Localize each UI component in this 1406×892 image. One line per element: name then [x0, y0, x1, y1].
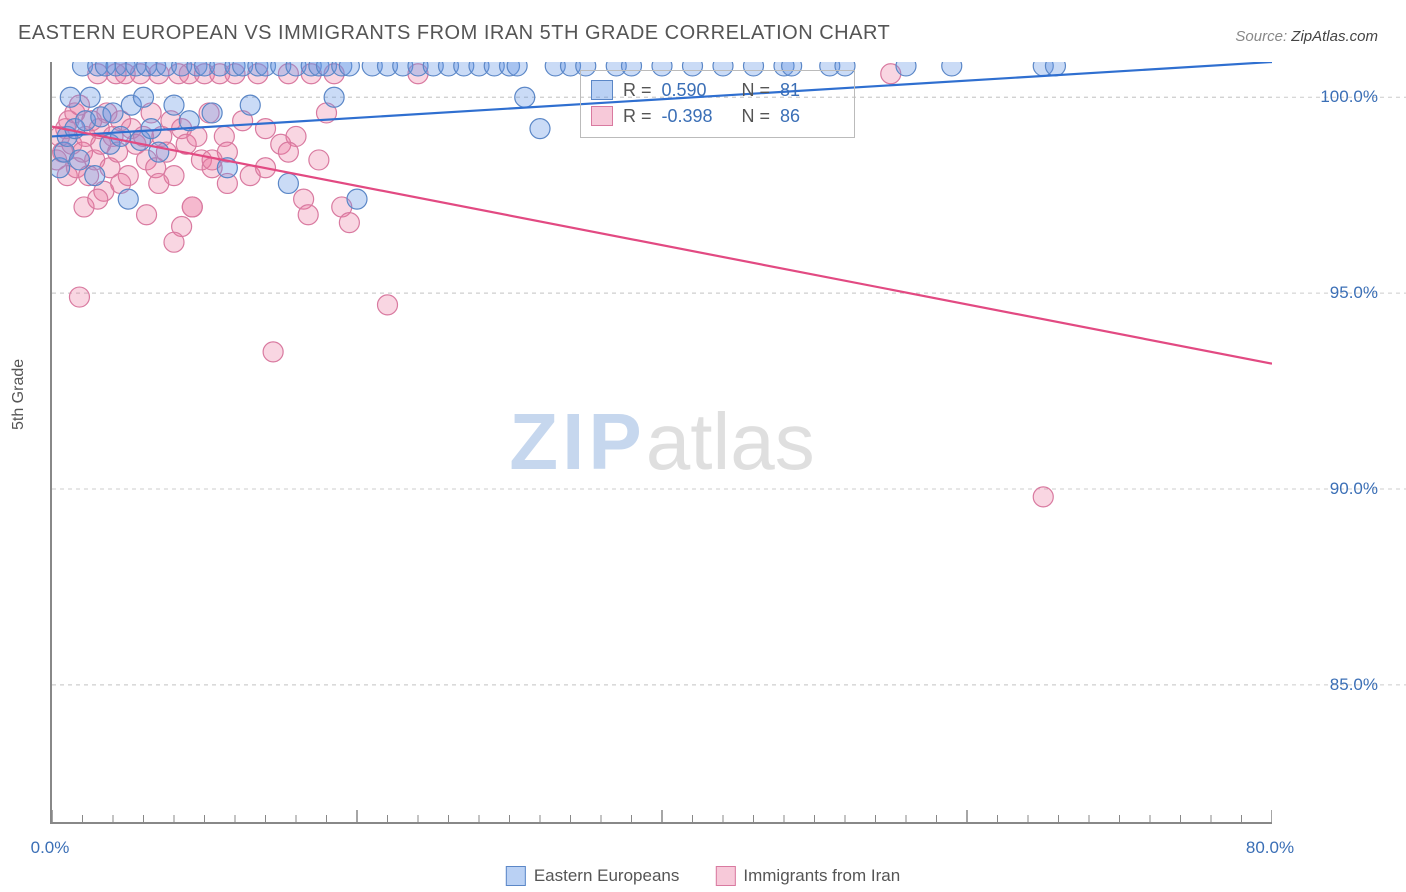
stat-R-label: R = [623, 77, 652, 103]
chart-title: EASTERN EUROPEAN VS IMMIGRANTS FROM IRAN… [18, 22, 890, 45]
x-tick-label: 80.0% [1246, 838, 1294, 858]
legend-label: Immigrants from Iran [743, 866, 900, 886]
stats-swatch [591, 80, 613, 100]
legend-swatch [506, 866, 526, 886]
y-tick-label: 95.0% [1330, 283, 1378, 303]
stat-R-label: R = [623, 103, 652, 129]
stats-row: R = -0.398 N = 86 [591, 103, 840, 129]
stat-N-value: 86 [780, 103, 840, 129]
stat-N-label: N = [742, 77, 771, 103]
source-label: Source: ZipAtlas.com [1235, 28, 1378, 45]
legend-bottom: Eastern Europeans Immigrants from Iran [506, 866, 900, 886]
y-tick-label: 90.0% [1330, 479, 1378, 499]
y-tick-label: 100.0% [1320, 87, 1378, 107]
stat-R-value: -0.398 [662, 103, 722, 129]
stats-box: R = 0.590 N = 81 R = -0.398 N = 86 [580, 70, 855, 138]
stat-N-value: 81 [780, 77, 840, 103]
source-name: ZipAtlas.com [1291, 28, 1378, 45]
source-prefix: Source: [1235, 28, 1291, 45]
legend-swatch [715, 866, 735, 886]
chart-svg [52, 62, 1272, 822]
y-axis-label: 5th Grade [10, 359, 28, 430]
x-tick-label: 0.0% [31, 838, 70, 858]
y-tick-label: 85.0% [1330, 675, 1378, 695]
legend-item: Eastern Europeans [506, 866, 680, 886]
stats-swatch [591, 106, 613, 126]
stat-R-value: 0.590 [662, 77, 722, 103]
legend-item: Immigrants from Iran [715, 866, 900, 886]
plot-frame: ZIPatlas [50, 62, 1272, 824]
stats-row: R = 0.590 N = 81 [591, 77, 840, 103]
stat-N-label: N = [742, 103, 771, 129]
legend-label: Eastern Europeans [534, 866, 680, 886]
